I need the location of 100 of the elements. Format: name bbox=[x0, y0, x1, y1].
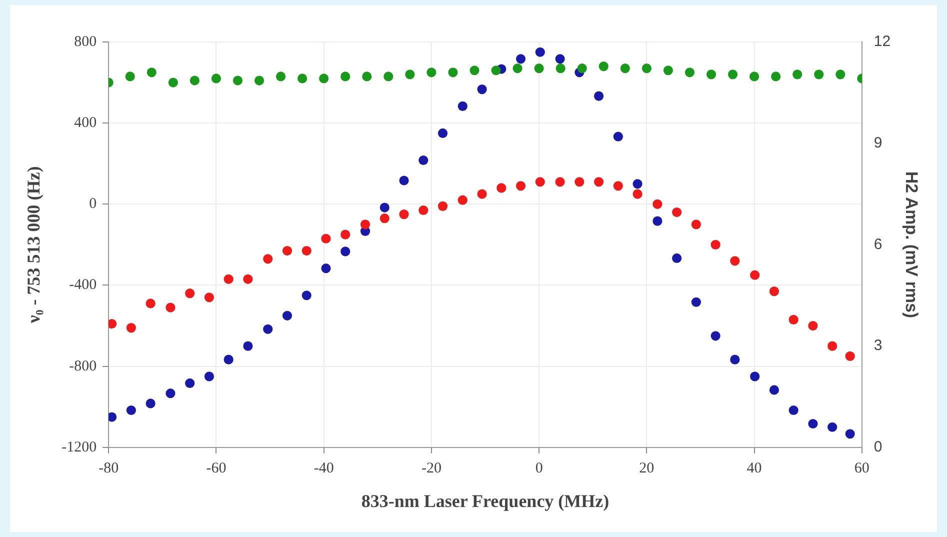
point bbox=[574, 177, 584, 187]
point bbox=[750, 372, 760, 382]
point bbox=[302, 246, 312, 256]
point bbox=[577, 64, 587, 74]
point bbox=[232, 76, 243, 86]
point bbox=[672, 253, 682, 264]
point bbox=[298, 74, 308, 84]
point bbox=[146, 398, 156, 408]
point bbox=[512, 64, 522, 74]
point bbox=[319, 74, 329, 84]
point bbox=[477, 189, 487, 199]
point bbox=[126, 323, 136, 333]
point bbox=[808, 418, 818, 429]
point bbox=[788, 405, 798, 416]
point bbox=[438, 128, 448, 138]
point bbox=[340, 72, 350, 82]
point bbox=[535, 177, 545, 187]
point bbox=[652, 199, 662, 209]
point bbox=[448, 68, 458, 78]
point bbox=[458, 101, 468, 111]
point bbox=[534, 64, 544, 74]
point bbox=[620, 64, 630, 74]
y-tick-label: -400 bbox=[69, 277, 97, 294]
point bbox=[663, 66, 674, 76]
point bbox=[204, 292, 214, 302]
point bbox=[108, 318, 117, 329]
point bbox=[146, 298, 156, 308]
point bbox=[477, 84, 487, 94]
point bbox=[710, 331, 720, 341]
x-tick-label: -40 bbox=[314, 460, 334, 476]
point bbox=[706, 70, 716, 80]
point bbox=[263, 324, 273, 334]
point bbox=[126, 405, 136, 416]
x-tick-label: -60 bbox=[206, 460, 226, 476]
point bbox=[598, 62, 608, 72]
point bbox=[190, 76, 200, 86]
point bbox=[224, 354, 234, 364]
point bbox=[730, 256, 740, 266]
point bbox=[769, 286, 780, 296]
y-tick-label: 400 bbox=[74, 115, 97, 132]
y-tick-label: -800 bbox=[69, 358, 97, 374]
point bbox=[769, 385, 780, 395]
point bbox=[282, 310, 292, 320]
point bbox=[438, 201, 448, 211]
point bbox=[243, 341, 253, 351]
x-tick-label: 20 bbox=[639, 460, 654, 476]
x-tick-label: 40 bbox=[746, 460, 762, 476]
point bbox=[340, 246, 350, 256]
point bbox=[276, 72, 286, 82]
point bbox=[224, 274, 234, 284]
point bbox=[750, 72, 760, 82]
point bbox=[788, 314, 798, 324]
y-tick-label: -1200 bbox=[62, 439, 97, 456]
point bbox=[672, 207, 682, 218]
y2-tick-label: 3 bbox=[874, 337, 882, 354]
y2-tick-label: 0 bbox=[874, 438, 882, 456]
point bbox=[108, 412, 117, 422]
point bbox=[243, 274, 253, 284]
point bbox=[516, 54, 526, 64]
y2-tick-label: 6 bbox=[874, 236, 882, 253]
point bbox=[728, 70, 738, 80]
point bbox=[814, 70, 824, 80]
point bbox=[516, 181, 526, 191]
point bbox=[302, 290, 312, 300]
x-tick-label: 0 bbox=[535, 460, 543, 476]
point bbox=[491, 66, 501, 76]
point bbox=[808, 320, 818, 331]
point bbox=[556, 64, 566, 74]
point bbox=[204, 372, 214, 382]
point bbox=[166, 302, 176, 312]
y2-axis-title: H2 Amp. (mV rms) bbox=[902, 171, 922, 318]
point bbox=[828, 422, 838, 432]
point bbox=[426, 68, 436, 78]
point bbox=[185, 288, 195, 298]
point bbox=[254, 76, 264, 86]
point bbox=[418, 155, 428, 166]
point bbox=[380, 214, 390, 224]
point bbox=[185, 378, 195, 388]
point bbox=[535, 47, 545, 57]
y-axis-title: ν₀ - 753 513 000 (Hz) bbox=[23, 166, 44, 324]
point bbox=[146, 68, 156, 78]
point bbox=[362, 72, 372, 82]
point bbox=[384, 72, 394, 82]
y2-tick-label: 12 bbox=[874, 33, 891, 50]
x-tick-label: 60 bbox=[854, 460, 870, 476]
point bbox=[380, 202, 390, 212]
point bbox=[263, 254, 273, 264]
point bbox=[418, 205, 428, 216]
point bbox=[691, 220, 701, 230]
point bbox=[845, 351, 855, 361]
x-tick-label: -80 bbox=[98, 460, 119, 476]
point bbox=[340, 230, 350, 240]
point bbox=[613, 132, 623, 142]
point bbox=[125, 72, 135, 82]
point bbox=[845, 429, 855, 439]
point bbox=[632, 179, 642, 189]
point bbox=[594, 177, 604, 187]
point bbox=[168, 78, 178, 88]
point bbox=[555, 177, 565, 187]
point bbox=[470, 66, 480, 76]
